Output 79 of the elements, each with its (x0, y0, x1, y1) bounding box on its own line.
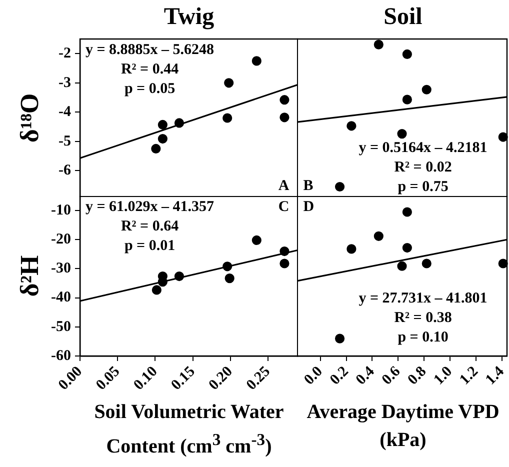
point (222, 262, 232, 272)
annotation: R² = 0.64 (120, 218, 180, 235)
y-tick-label: -4 (58, 104, 72, 120)
x-tick-label: 0.6 (379, 363, 404, 388)
y-tick-label: -6 (58, 162, 72, 179)
x-tick-label: 0.10 (130, 364, 161, 394)
x-axis-title: Soil Volumetric Water Content (cm$^{3}$ cm$^{-3}$) (94, 401, 284, 458)
annotation: y = 0.5164x – 4.2181 (358, 140, 488, 156)
point (422, 84, 432, 94)
annotation: D (303, 199, 314, 216)
annotation: C (278, 199, 290, 216)
y-tick-label: -3 (58, 74, 71, 91)
annotation: A (278, 178, 290, 194)
annotation: R² = 0.02 (394, 159, 452, 176)
x-axis-title: Average Daytime VPD (kPa) (306, 400, 500, 453)
point (402, 94, 412, 104)
x-tick-label: 0.25 (244, 364, 274, 394)
point (346, 244, 356, 254)
point (402, 49, 412, 60)
point (397, 129, 407, 139)
x-tick-label: 1.2 (456, 364, 482, 388)
y-axis-title: δ²H (15, 255, 45, 297)
x-tick-label: 0.0 (301, 364, 326, 388)
annotation: p = 0.05 (124, 80, 176, 97)
x-tick-label: 0.05 (93, 364, 124, 394)
y-tick-label: -10 (51, 202, 71, 218)
x-tick-label: 0.8 (405, 364, 430, 388)
x-tick-label: 0.2 (327, 364, 352, 388)
annotation: y = 27.731x – 41.801 (358, 290, 488, 306)
point (280, 95, 290, 105)
point (158, 120, 168, 130)
point (151, 144, 161, 154)
x-tick-label: 0.20 (206, 364, 236, 394)
x-tick-label: 1.0 (430, 364, 456, 388)
y-tick-label: -5 (58, 133, 71, 150)
point (402, 207, 412, 217)
y-tick-label: -20 (51, 232, 71, 248)
annotation: R² = 0.38 (394, 310, 452, 326)
point (152, 285, 162, 295)
chart-title: Soil (382, 4, 424, 31)
chart-title: Twig (162, 4, 216, 31)
y-tick-label: -2 (58, 46, 71, 62)
point (174, 118, 184, 128)
point (252, 235, 262, 246)
point (397, 261, 407, 271)
x-tick-label: 0.00 (56, 364, 86, 394)
point (334, 182, 345, 192)
y-axis-title: δ¹⁸O (15, 93, 45, 143)
point (158, 134, 168, 144)
x-tick-label: 0.15 (168, 364, 198, 394)
point (346, 121, 356, 131)
point (224, 274, 234, 284)
point (422, 258, 432, 268)
point (174, 271, 184, 282)
point (334, 334, 345, 344)
annotation: y = 8.8885x – 5.6248 (85, 42, 214, 58)
point (280, 246, 290, 256)
annotation: y = 61.029x – 41.357 (85, 199, 215, 216)
point (280, 112, 290, 122)
annotation: p = 0.10 (398, 329, 448, 346)
x-tick-label: 1.4 (482, 363, 508, 388)
annotation: R² = 0.44 (120, 61, 180, 78)
y-tick-label: -60 (51, 348, 71, 364)
point (498, 258, 508, 268)
y-tick-label: -40 (51, 290, 71, 306)
annotation: B (303, 178, 314, 194)
point (222, 113, 232, 123)
x-tick-label: 0.4 (353, 363, 378, 388)
point (374, 40, 384, 50)
point (280, 258, 290, 268)
point (498, 132, 508, 142)
point (402, 242, 412, 253)
annotation: p = 0.01 (124, 238, 176, 254)
y-tick-label: -30 (51, 260, 71, 277)
annotation: p = 0.75 (398, 178, 448, 195)
y-tick-label: -50 (51, 318, 71, 335)
point (224, 78, 234, 88)
point (374, 231, 384, 241)
point (252, 56, 262, 66)
